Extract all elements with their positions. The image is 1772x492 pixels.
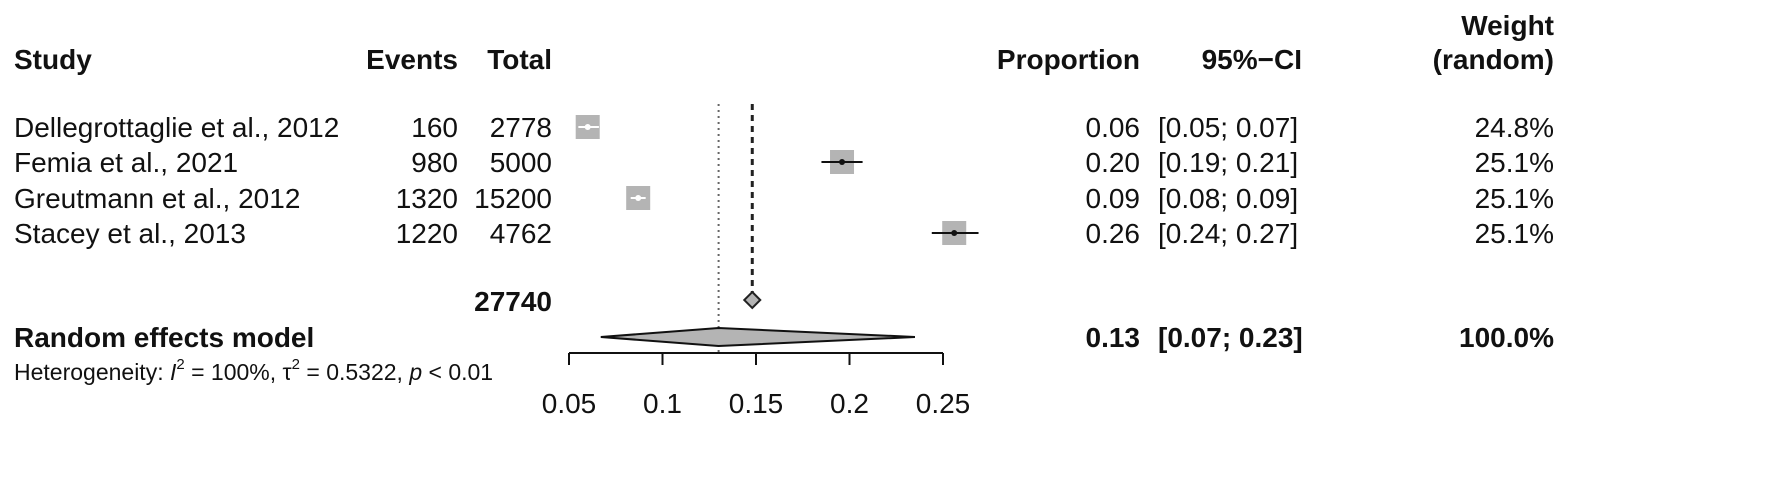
study-proportion: 0.09	[1085, 183, 1141, 214]
summary-weight: 100.0%	[1459, 322, 1554, 353]
study-label: Dellegrottaglie et al., 2012	[14, 112, 340, 143]
summary-label: Random effects model	[14, 322, 315, 353]
pooled-total: 27740	[474, 286, 552, 317]
summary-ci: [0.07; 0.23]	[1158, 322, 1303, 353]
study-ci: [0.08; 0.09]	[1158, 183, 1299, 214]
study-weight: 25.1%	[1474, 218, 1554, 249]
header-ci: 95%−CI	[1201, 44, 1302, 75]
study-label: Greutmann et al., 2012	[14, 183, 301, 214]
study-events: 980	[411, 147, 458, 178]
header-weight-line2: (random)	[1432, 44, 1554, 75]
study-weight: 25.1%	[1474, 183, 1554, 214]
study-events: 1320	[395, 183, 458, 214]
study-total: 15200	[474, 183, 552, 214]
study-proportion: 0.20	[1085, 147, 1141, 178]
x-tick-label: 0.15	[729, 388, 784, 419]
study-point	[951, 230, 958, 236]
x-tick-label: 0.2	[830, 388, 869, 419]
summary-proportion: 0.13	[1085, 322, 1141, 353]
study-weight: 24.8%	[1474, 112, 1554, 143]
header-weight-line1: Weight	[1461, 10, 1554, 41]
study-weight: 25.1%	[1474, 147, 1554, 178]
study-point	[584, 124, 591, 130]
header-proportion: Proportion	[996, 44, 1140, 75]
study-proportion: 0.06	[1085, 112, 1141, 143]
study-label: Femia et al., 2021	[14, 147, 239, 178]
study-events: 160	[411, 112, 458, 143]
header-total: Total	[487, 44, 552, 75]
study-total: 2778	[489, 112, 552, 143]
study-ci: [0.24; 0.27]	[1158, 218, 1299, 249]
study-ci: [0.05; 0.07]	[1158, 112, 1299, 143]
common-effect-diamond	[742, 290, 762, 310]
study-total: 5000	[489, 147, 552, 178]
random-effects-diamond	[600, 326, 915, 348]
study-point	[635, 195, 642, 201]
x-tick-label: 0.1	[643, 388, 682, 419]
header-events: Events	[366, 44, 458, 75]
heterogeneity-text: Heterogeneity: I2 = 100%, τ2 = 0.5322, p…	[14, 356, 494, 385]
x-tick-label: 0.25	[916, 388, 971, 419]
study-label: Stacey et al., 2013	[14, 218, 246, 249]
study-total: 4762	[489, 218, 552, 249]
study-events: 1220	[395, 218, 458, 249]
study-point	[839, 159, 846, 165]
study-ci: [0.19; 0.21]	[1158, 147, 1299, 178]
study-proportion: 0.26	[1085, 218, 1141, 249]
x-tick-label: 0.05	[542, 388, 597, 419]
header-study: Study	[14, 44, 92, 75]
